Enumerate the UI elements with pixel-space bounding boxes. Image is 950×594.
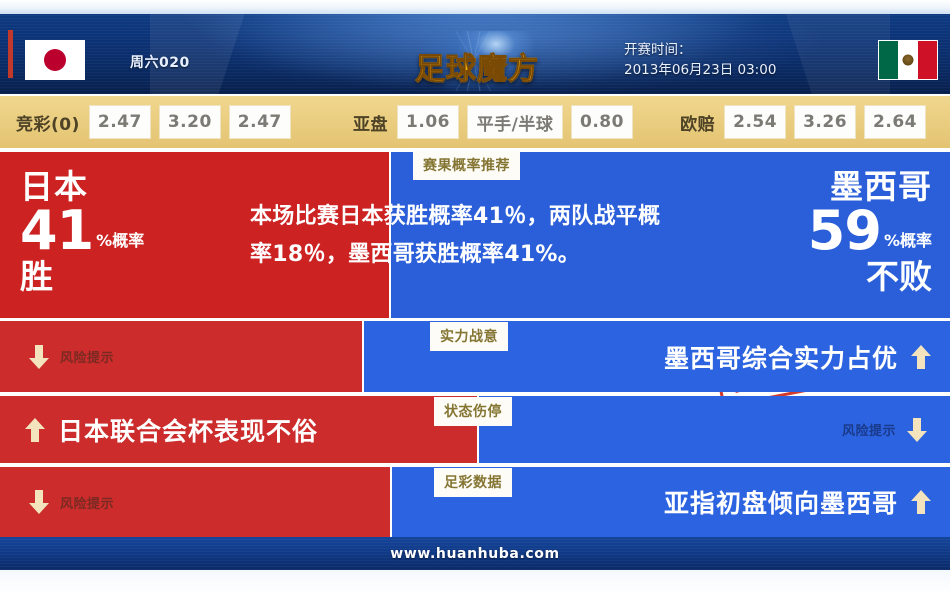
- away-probability-value: 59: [807, 199, 882, 262]
- probability-home-panel: 日本 41 %概率 胜: [0, 152, 389, 318]
- odds-group-label: 欧赔: [680, 114, 716, 135]
- away-probability-row: 59 %概率: [808, 204, 932, 258]
- tab-probability-label: 赛果概率推荐: [413, 151, 520, 180]
- tab-form-label: 状态伤停: [434, 397, 512, 426]
- kickoff-value: 2013年06月23日 03:00: [624, 62, 777, 78]
- logo-rays-icon: [398, 31, 556, 91]
- footer-site-url[interactable]: www.huanhuba.com: [390, 545, 560, 562]
- risk-note-text: 风险提示: [60, 496, 115, 512]
- asian-cell-home[interactable]: 1.06: [397, 105, 459, 139]
- odds-group-asian: 亚盘 1.06 平手/半球 0.80: [353, 105, 641, 139]
- row-betting-claim-text: 亚指初盘倾向墨西哥: [663, 489, 898, 518]
- row-form: 日本联合会杯表现不俗 风险提示: [0, 396, 950, 463]
- row-betting-left: 风险提示: [0, 467, 390, 537]
- row-strength-claim-text: 墨西哥综合实力占优: [663, 343, 898, 373]
- probability-section: 日本 41 %概率 胜 墨西哥 59 %概率 不败 本场比赛日本获胜概率41％，…: [0, 150, 950, 409]
- row-form-left: 日本联合会杯表现不俗: [0, 396, 477, 463]
- odds-cell-away[interactable]: 2.47: [228, 105, 291, 139]
- home-probability-block: 日本 41 %概率 胜: [20, 168, 144, 295]
- tab-strength-label: 实力战意: [430, 322, 508, 351]
- away-team-name: 墨西哥: [830, 167, 932, 206]
- asian-cell-away[interactable]: 0.80: [570, 105, 633, 139]
- odds-group-label: 亚盘: [353, 114, 389, 135]
- home-team-name: 日本: [20, 167, 88, 206]
- away-probability-suffix: %概率: [883, 231, 932, 250]
- mexico-flag-green: [879, 41, 899, 79]
- home-probability-row: 41 %概率: [20, 204, 144, 258]
- row-strength-left: 风险提示: [0, 321, 362, 392]
- euro-cell-draw[interactable]: 3.26: [794, 105, 857, 139]
- row-form-claim-text: 日本联合会杯表现不俗: [58, 416, 319, 446]
- site-footer: www.huanhuba.com: [0, 537, 950, 570]
- mexico-flag-emblem: [902, 54, 914, 66]
- kickoff-label: 开赛时间：: [624, 42, 692, 58]
- match-header: 周六020 足球魔方 开赛时间： 2013年06月23日 03:00: [0, 14, 950, 94]
- home-outcome-label: 胜: [20, 257, 53, 296]
- risk-note-left: 风险提示: [28, 343, 114, 371]
- mexico-flag-icon: [878, 40, 938, 80]
- down-arrow-icon: [906, 416, 928, 444]
- euro-cell-home[interactable]: 2.54: [724, 105, 787, 139]
- home-probability-value: 41: [20, 199, 94, 262]
- odds-cell-home[interactable]: 2.47: [88, 105, 151, 139]
- odds-group-european: 欧赔 2.54 3.26 2.64: [680, 105, 934, 139]
- row-form-claim: 日本联合会杯表现不俗: [24, 412, 318, 448]
- risk-note-right: 风险提示: [842, 416, 928, 444]
- row-strength-claim: 墨西哥综合实力占优: [664, 339, 932, 375]
- mexico-flag-red: [917, 41, 937, 79]
- top-white-strip: [0, 0, 950, 14]
- tab-betting-label: 足彩数据: [434, 468, 512, 497]
- mexico-flag-white: [898, 41, 918, 79]
- match-number: 周六020: [130, 55, 190, 71]
- japan-flag-disc: [44, 49, 66, 71]
- odds-group-jingcai: 竞彩(0) 2.47 3.20 2.47: [16, 105, 299, 139]
- japan-flag-icon: [25, 40, 85, 80]
- risk-note-left: 风险提示: [28, 488, 114, 516]
- up-arrow-icon: [910, 343, 932, 371]
- away-probability-block: 墨西哥 59 %概率 不败: [808, 168, 932, 295]
- odds-cell-draw[interactable]: 3.20: [158, 105, 221, 139]
- odds-group-label: 竞彩(0): [16, 114, 80, 135]
- logo-text: 足球魔方: [398, 44, 556, 88]
- euro-cell-away[interactable]: 2.64: [864, 105, 926, 139]
- up-arrow-icon: [24, 416, 46, 444]
- up-arrow-icon: [910, 488, 932, 516]
- away-outcome-label: 不败: [866, 257, 932, 296]
- site-logo[interactable]: 足球魔方: [398, 31, 556, 91]
- home-probability-suffix: %概率: [96, 231, 145, 250]
- row-strength: 风险提示 墨西哥综合实力占优: [0, 321, 950, 392]
- probability-summary-text: 本场比赛日本获胜概率41％，两队战平概率18％，墨西哥获胜概率41%。: [250, 204, 661, 267]
- row-betting-data: 风险提示 亚指初盘倾向墨西哥: [0, 467, 950, 537]
- risk-note-text: 风险提示: [841, 424, 896, 439]
- header-red-accent: [8, 30, 13, 78]
- odds-bar: 竞彩(0) 2.47 3.20 2.47 亚盘 1.06 平手/半球 0.80 …: [0, 96, 950, 148]
- asian-cell-handicap[interactable]: 平手/半球: [466, 105, 563, 139]
- bottom-white-strip: [0, 570, 950, 594]
- row-form-right: 风险提示: [477, 396, 950, 463]
- kickoff-time-block: 开赛时间： 2013年06月23日 03:00: [624, 40, 854, 80]
- down-arrow-icon: [28, 343, 50, 371]
- down-arrow-icon: [28, 488, 50, 516]
- row-betting-claim: 亚指初盘倾向墨西哥: [664, 484, 932, 520]
- risk-note-text: 风险提示: [60, 351, 115, 366]
- logo-burst-icon: [398, 31, 556, 91]
